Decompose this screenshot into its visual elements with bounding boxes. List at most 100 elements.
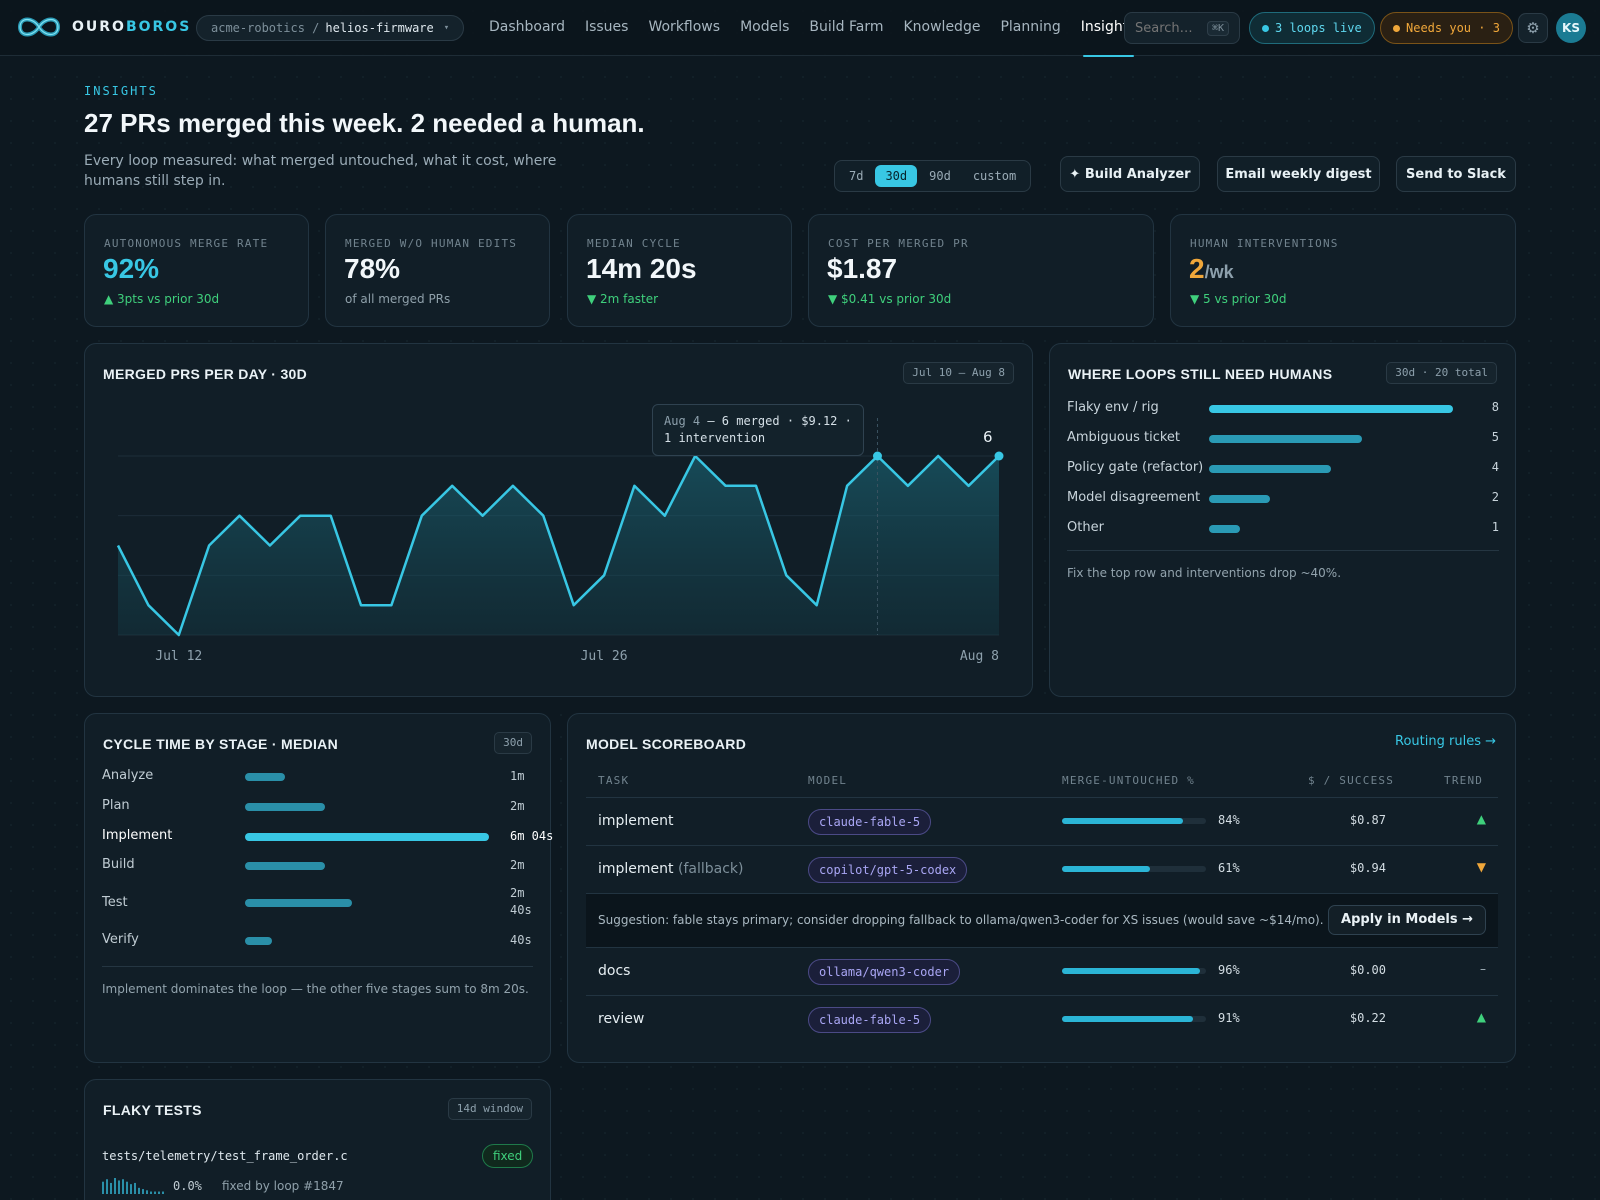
stage-bar <box>245 773 286 781</box>
avatar[interactable]: KS <box>1556 13 1586 43</box>
nav-models[interactable]: Models <box>740 19 790 35</box>
stage-value: 2m 40s <box>510 886 532 917</box>
merge-bar-track <box>1062 866 1206 872</box>
nav-insights[interactable]: Insights <box>1081 0 1136 57</box>
scoreboard-row[interactable]: docs ollama/qwen3-coder 96% $0.00 – <box>586 947 1498 995</box>
routing-suggestion: Suggestion: fable stays primary; conside… <box>586 893 1498 947</box>
nav-dashboard[interactable]: Dashboard <box>489 19 565 35</box>
top-bar: OUROBOROS acme-robotics / helios-firmwar… <box>0 0 1600 57</box>
merge-bar-track <box>1062 968 1206 974</box>
trend-up-icon: ▲ <box>1476 1010 1486 1024</box>
stage-bar <box>245 862 326 870</box>
cost-per-success: $0.94 <box>1349 861 1386 875</box>
col-model: MODEL <box>808 774 848 787</box>
humans-row[interactable]: Flaky env / rig 8 <box>1067 398 1499 418</box>
nav-knowledge[interactable]: Knowledge <box>903 19 981 35</box>
divider <box>102 966 533 967</box>
divider <box>1067 550 1499 551</box>
range-90d[interactable]: 90d <box>929 169 951 183</box>
flaky-tests-card: FLAKY TESTS 14d window <box>84 1079 551 1200</box>
stage-value: 1m <box>510 769 525 783</box>
stage-value: 2m <box>510 799 525 813</box>
scoreboard-row[interactable]: implement (fallback) copilot/gpt-5-codex… <box>586 845 1498 893</box>
row-task: docs <box>598 963 631 979</box>
sparkline-bar <box>122 1179 124 1194</box>
humans-row[interactable]: Other 1 <box>1067 518 1499 538</box>
humans-title: WHERE LOOPS STILL NEED HUMANS <box>1068 366 1333 382</box>
humans-bar <box>1209 525 1240 533</box>
merged-prs-range-tag: Jul 10 – Aug 8 <box>903 362 1014 384</box>
humans-row-value: 5 <box>1491 430 1499 444</box>
nav-workflows[interactable]: Workflows <box>648 19 721 35</box>
kpi-label: HUMAN INTERVENTIONS <box>1190 237 1339 250</box>
merge-pct: 96% <box>1218 963 1240 977</box>
range-30d[interactable]: 30d <box>875 165 918 187</box>
status-badge: fixed <box>482 1144 534 1168</box>
humans-row-value: 8 <box>1491 400 1499 414</box>
col-task: TASK <box>598 774 630 787</box>
humans-row[interactable]: Model disagreement 2 <box>1067 488 1499 508</box>
kpi-delta: of all merged PRs <box>345 292 451 306</box>
chevron-down-icon: ▾ <box>443 23 450 33</box>
apply-in-models-button[interactable]: Apply in Models → <box>1328 905 1486 935</box>
loops-live-label: 3 loops live <box>1275 21 1362 35</box>
send-to-slack-button[interactable]: Send to Slack <box>1396 156 1516 192</box>
model-chip[interactable]: claude-fable-5 <box>808 1007 932 1033</box>
kpi-card-merge-rate: AUTONOMOUS MERGE RATE 92% ▲ 3pts vs prio… <box>84 214 309 327</box>
search-input[interactable] <box>1135 20 1195 36</box>
cycle-time-tag: 30d <box>494 732 532 754</box>
trend-flat-icon: – <box>1480 962 1486 976</box>
series-line <box>116 454 1000 637</box>
kpi-value: 2/wk <box>1189 253 1234 284</box>
sparkline-bar <box>130 1184 132 1194</box>
merge-bar-fill <box>1062 866 1150 872</box>
nav-build-farm[interactable]: Build Farm <box>809 19 884 35</box>
page-title: 27 PRs merged this week. 2 needed a huma… <box>84 108 645 138</box>
repo-switcher[interactable]: acme-robotics / helios-firmware ▾ <box>196 15 465 41</box>
kpi-label: MEDIAN CYCLE <box>587 237 681 250</box>
x-tick-label: Aug 8 <box>960 649 999 664</box>
humans-row-value: 4 <box>1491 460 1499 474</box>
loops-live-pill[interactable]: 3 loops live <box>1249 12 1375 44</box>
merge-pct: 84% <box>1218 813 1240 827</box>
stage-label: Build <box>102 857 135 872</box>
flaky-test-name[interactable]: tests/telemetry/test_frame_order.c <box>102 1149 348 1163</box>
model-chip[interactable]: ollama/qwen3-coder <box>808 959 961 985</box>
needs-you-label: Needs you · 3 <box>1406 21 1500 35</box>
nav-planning[interactable]: Planning <box>1000 19 1061 35</box>
kpi-delta: ▲ 3pts vs prior 30d <box>104 292 220 306</box>
logo[interactable]: OUROBOROS <box>16 12 191 42</box>
model-chip[interactable]: copilot/gpt-5-codex <box>808 857 968 883</box>
range-custom[interactable]: custom <box>972 169 1017 183</box>
cost-per-success: $0.22 <box>1349 1011 1386 1025</box>
time-range-selector: 7d 30d 90d custom <box>834 160 1032 192</box>
search-box[interactable]: ⌘K <box>1124 12 1240 44</box>
flaky-window-tag: 14d window <box>447 1098 532 1120</box>
humans-card: WHERE LOOPS STILL NEED HUMANS 30d · 20 t… <box>1049 343 1516 697</box>
range-7d[interactable]: 7d <box>849 169 864 183</box>
humans-row-value: 1 <box>1491 520 1499 534</box>
build-analyzer-button[interactable]: ✦ Build Analyzer <box>1060 156 1200 192</box>
flaky-detail: fixed by loop #1847 <box>222 1179 344 1193</box>
model-chip[interactable]: claude-fable-5 <box>808 809 932 835</box>
flaky-rate: 0.0% <box>173 1179 202 1193</box>
nav-issues[interactable]: Issues <box>584 19 629 35</box>
needs-you-pill[interactable]: Needs you · 3 <box>1380 12 1513 44</box>
row-task: review <box>598 1011 645 1027</box>
stage-label: Analyze <box>102 768 154 783</box>
stage-bar <box>245 937 272 945</box>
merge-bar-track <box>1062 1016 1206 1022</box>
live-dot-icon <box>1262 24 1269 32</box>
scoreboard-row[interactable]: implement claude-fable-5 84% $0.87 ▲ <box>586 797 1498 845</box>
humans-row[interactable]: Ambiguous ticket 5 <box>1067 428 1499 448</box>
settings-button[interactable]: ⚙ <box>1518 13 1548 43</box>
humans-tag: 30d · 20 total <box>1386 362 1497 384</box>
sparkline-bar <box>138 1187 140 1194</box>
humans-row[interactable]: Policy gate (refactor) 4 <box>1067 458 1499 478</box>
humans-row-label: Other <box>1067 520 1104 535</box>
email-digest-button[interactable]: Email weekly digest <box>1217 156 1380 192</box>
scoreboard-row[interactable]: review claude-fable-5 91% $0.22 ▲ <box>586 995 1498 1043</box>
merge-bar-fill <box>1062 968 1201 974</box>
routing-rules-link[interactable]: Routing rules → <box>1395 734 1496 749</box>
repo-org: acme-robotics / <box>211 21 320 35</box>
